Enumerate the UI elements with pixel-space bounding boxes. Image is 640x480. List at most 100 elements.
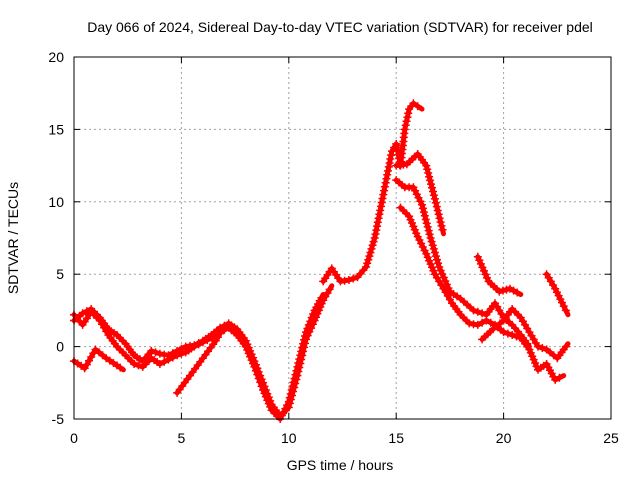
series-line <box>479 306 571 361</box>
data-point-marker <box>435 263 444 271</box>
data-point-marker <box>294 359 303 367</box>
data-point-marker <box>301 332 309 340</box>
series-track-11 <box>542 270 571 318</box>
data-point-marker <box>465 319 474 328</box>
data-point-marker <box>387 151 396 160</box>
x-tick-label: 15 <box>388 430 404 446</box>
series-line <box>71 292 326 422</box>
data-point-marker <box>130 360 139 368</box>
series-track-4 <box>173 323 227 397</box>
x-tick-label: 0 <box>70 430 78 446</box>
data-point-marker <box>420 211 429 220</box>
data-point-marker <box>378 194 387 203</box>
data-point-marker <box>473 307 482 316</box>
data-point-marker <box>438 270 447 278</box>
data-point-marker <box>426 234 435 242</box>
data-point-marker <box>427 180 435 189</box>
data-point-marker <box>559 302 568 311</box>
data-point-marker <box>375 210 384 219</box>
data-point-marker <box>475 256 484 265</box>
y-tick-label: 5 <box>56 266 64 282</box>
data-point-marker <box>299 339 308 348</box>
data-point-marker <box>379 190 388 199</box>
data-point-marker <box>480 266 488 275</box>
data-point-marker <box>439 273 448 282</box>
data-point-marker <box>296 351 305 360</box>
data-point-marker <box>430 248 439 257</box>
data-point-marker <box>377 198 386 207</box>
data-point-marker <box>173 351 182 360</box>
data-point-marker <box>380 182 389 191</box>
series-track-5 <box>319 99 425 286</box>
data-point-marker <box>418 200 426 209</box>
data-point-marker <box>300 335 309 344</box>
data-point-marker <box>369 237 378 246</box>
data-point-marker <box>147 346 156 355</box>
x-tick-label: 10 <box>281 430 297 446</box>
data-point-marker <box>434 210 443 219</box>
data-point-marker <box>538 344 547 352</box>
y-tick-label: 15 <box>48 121 64 137</box>
data-point-marker <box>218 325 227 334</box>
x-tick-label: 25 <box>603 430 619 446</box>
data-point-marker <box>508 331 517 339</box>
data-point-marker <box>307 313 316 322</box>
data-point-marker <box>380 186 389 195</box>
data-point-marker <box>371 230 380 239</box>
data-point-marker <box>431 198 440 207</box>
y-tick-label: 0 <box>56 339 64 355</box>
grid-lines <box>74 57 611 419</box>
data-point-marker <box>373 218 382 227</box>
data-point-marker <box>555 373 564 382</box>
series-track-1 <box>70 283 335 421</box>
data-point-marker <box>289 378 298 387</box>
data-point-marker <box>418 204 427 213</box>
y-axis-label: SDTVAR / TECUs <box>5 182 21 294</box>
data-point-marker <box>498 286 507 295</box>
data-point-marker <box>437 221 446 230</box>
data-point-marker <box>151 348 160 357</box>
y-tick-label: -5 <box>52 411 65 427</box>
data-point-marker <box>417 239 426 248</box>
data-point-marker <box>303 324 312 333</box>
data-point-marker <box>366 248 375 257</box>
data-point-marker <box>502 285 511 294</box>
data-point-marker <box>349 274 358 283</box>
y-tick-label: 20 <box>48 49 64 65</box>
data-point-marker <box>478 263 487 272</box>
data-point-marker <box>561 342 570 351</box>
x-tick-label: 5 <box>178 430 186 446</box>
data-point-marker <box>364 255 373 264</box>
x-axis-label: GPS time / hours <box>287 457 394 473</box>
data-point-marker <box>325 285 334 294</box>
data-point-marker <box>401 121 410 130</box>
data-point-marker <box>483 273 491 282</box>
series-track-9 <box>473 252 524 297</box>
data-point-marker <box>78 309 87 318</box>
data-point-marker <box>203 336 212 345</box>
data-point-marker <box>382 174 391 183</box>
data-point-marker <box>400 125 409 134</box>
data-point-marker <box>432 202 441 211</box>
data-point-marker <box>253 370 262 379</box>
data-point-marker <box>409 183 418 192</box>
data-point-marker <box>293 362 302 371</box>
data-point-marker <box>473 252 482 261</box>
data-point-marker <box>286 389 295 398</box>
data-point-marker <box>257 382 266 391</box>
data-point-marker <box>414 193 423 202</box>
data-point-marker <box>309 310 318 318</box>
data-point-marker <box>551 375 560 384</box>
data-point-marker <box>164 355 173 364</box>
data-point-marker <box>429 187 437 196</box>
data-point-marker <box>287 386 296 394</box>
data-point-marker <box>283 401 292 410</box>
data-point-marker <box>409 99 418 108</box>
data-point-marker <box>198 338 207 347</box>
chart-title: Day 066 of 2024, Sidereal Day-to-day VTE… <box>87 19 593 35</box>
data-point-marker <box>415 236 424 244</box>
data-point-marker <box>425 172 434 181</box>
data-point-marker <box>302 328 310 337</box>
data-point-marker <box>190 342 199 351</box>
